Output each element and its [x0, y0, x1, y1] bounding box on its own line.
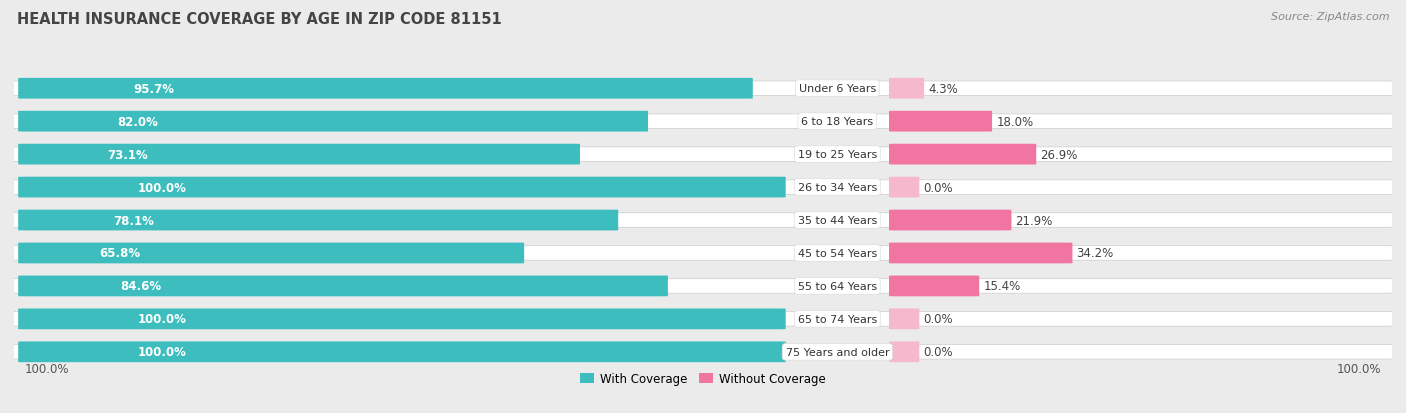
Text: 73.1%: 73.1%: [107, 148, 148, 161]
Text: Source: ZipAtlas.com: Source: ZipAtlas.com: [1271, 12, 1389, 22]
FancyBboxPatch shape: [18, 243, 524, 264]
Legend: With Coverage, Without Coverage: With Coverage, Without Coverage: [575, 368, 831, 390]
FancyBboxPatch shape: [18, 78, 752, 100]
Text: 100.0%: 100.0%: [138, 181, 187, 194]
FancyBboxPatch shape: [7, 279, 1399, 294]
Text: 4.3%: 4.3%: [928, 83, 957, 95]
Text: 100.0%: 100.0%: [138, 346, 187, 358]
Text: 100.0%: 100.0%: [25, 363, 69, 375]
FancyBboxPatch shape: [889, 177, 920, 198]
FancyBboxPatch shape: [18, 145, 579, 165]
Text: 65.8%: 65.8%: [98, 247, 141, 260]
FancyBboxPatch shape: [7, 312, 1399, 326]
Text: 65 to 74 Years: 65 to 74 Years: [797, 314, 877, 324]
Text: 21.9%: 21.9%: [1015, 214, 1053, 227]
FancyBboxPatch shape: [889, 276, 979, 297]
Text: 0.0%: 0.0%: [924, 346, 953, 358]
Text: 78.1%: 78.1%: [112, 214, 153, 227]
FancyBboxPatch shape: [889, 112, 993, 132]
FancyBboxPatch shape: [889, 243, 1073, 264]
Text: 45 to 54 Years: 45 to 54 Years: [797, 248, 877, 259]
Text: 6 to 18 Years: 6 to 18 Years: [801, 117, 873, 127]
FancyBboxPatch shape: [889, 145, 1036, 165]
FancyBboxPatch shape: [7, 213, 1399, 228]
Text: 0.0%: 0.0%: [924, 313, 953, 325]
FancyBboxPatch shape: [7, 345, 1399, 359]
FancyBboxPatch shape: [18, 112, 648, 132]
Text: 19 to 25 Years: 19 to 25 Years: [797, 150, 877, 160]
FancyBboxPatch shape: [889, 309, 920, 330]
Text: 15.4%: 15.4%: [983, 280, 1021, 293]
FancyBboxPatch shape: [889, 342, 920, 362]
Text: 75 Years and older: 75 Years and older: [786, 347, 889, 357]
Text: 82.0%: 82.0%: [118, 115, 159, 128]
FancyBboxPatch shape: [18, 177, 786, 198]
FancyBboxPatch shape: [7, 180, 1399, 195]
Text: 55 to 64 Years: 55 to 64 Years: [797, 281, 877, 291]
Text: 26 to 34 Years: 26 to 34 Years: [797, 183, 877, 192]
FancyBboxPatch shape: [7, 147, 1399, 162]
Text: 95.7%: 95.7%: [134, 83, 174, 95]
Text: HEALTH INSURANCE COVERAGE BY AGE IN ZIP CODE 81151: HEALTH INSURANCE COVERAGE BY AGE IN ZIP …: [17, 12, 502, 27]
FancyBboxPatch shape: [7, 115, 1399, 129]
FancyBboxPatch shape: [18, 309, 786, 330]
Text: 0.0%: 0.0%: [924, 181, 953, 194]
FancyBboxPatch shape: [18, 342, 786, 362]
FancyBboxPatch shape: [7, 246, 1399, 261]
Text: 26.9%: 26.9%: [1040, 148, 1078, 161]
Text: Under 6 Years: Under 6 Years: [799, 84, 876, 94]
Text: 35 to 44 Years: 35 to 44 Years: [797, 216, 877, 225]
Text: 84.6%: 84.6%: [121, 280, 162, 293]
FancyBboxPatch shape: [7, 82, 1399, 96]
Text: 34.2%: 34.2%: [1077, 247, 1114, 260]
Text: 100.0%: 100.0%: [1337, 363, 1381, 375]
FancyBboxPatch shape: [889, 210, 1011, 231]
FancyBboxPatch shape: [18, 276, 668, 297]
FancyBboxPatch shape: [18, 210, 619, 231]
Text: 18.0%: 18.0%: [997, 115, 1033, 128]
FancyBboxPatch shape: [889, 78, 924, 100]
Text: 100.0%: 100.0%: [138, 313, 187, 325]
